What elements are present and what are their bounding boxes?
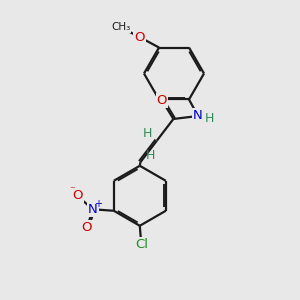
Text: +: + xyxy=(94,199,102,209)
Text: H: H xyxy=(205,112,214,125)
Text: N: N xyxy=(193,110,203,122)
Text: H: H xyxy=(146,149,156,162)
Text: O: O xyxy=(157,94,167,107)
Text: O: O xyxy=(82,221,92,234)
Text: O: O xyxy=(72,189,83,202)
Text: Cl: Cl xyxy=(135,238,148,251)
Text: O: O xyxy=(134,31,145,44)
Text: ⁻: ⁻ xyxy=(69,185,75,195)
Text: CH₃: CH₃ xyxy=(111,22,130,32)
Text: H: H xyxy=(142,128,152,140)
Text: N: N xyxy=(88,203,98,216)
